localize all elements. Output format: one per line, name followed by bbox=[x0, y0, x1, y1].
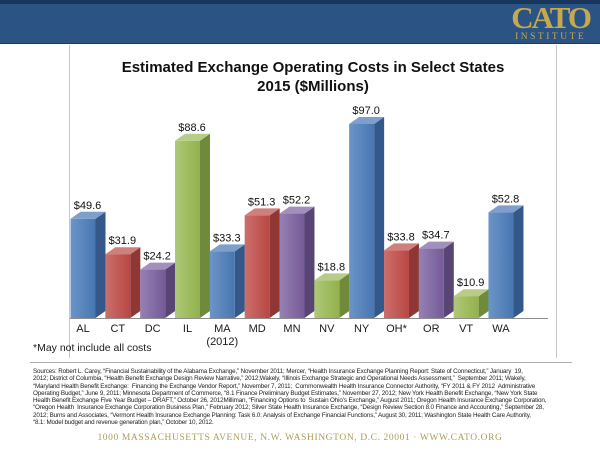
bar-side-face bbox=[304, 206, 315, 318]
x-axis-label: MN bbox=[283, 323, 300, 335]
chart-title-line2: 2015 ($Millions) bbox=[257, 78, 369, 95]
bar-side-face bbox=[269, 208, 280, 318]
bar-top-face bbox=[349, 117, 385, 124]
bar-group-DC bbox=[140, 262, 176, 318]
bar-front-face bbox=[140, 269, 166, 318]
bar-front-face bbox=[418, 248, 444, 318]
bar-value-label: $88.6 bbox=[178, 122, 206, 134]
bar-side-face bbox=[130, 247, 141, 318]
bar-top-face bbox=[105, 247, 141, 255]
bar-group-MA bbox=[209, 244, 245, 318]
bar-top-face bbox=[488, 205, 524, 213]
sources-text: Sources: Robert L. Carey, “Financial Sus… bbox=[33, 368, 547, 426]
bar-group-NV bbox=[314, 273, 350, 318]
bar-front-face bbox=[453, 296, 479, 318]
bar-side-face bbox=[478, 289, 489, 318]
bar-side-face bbox=[165, 262, 176, 318]
x-axis-label: AL bbox=[76, 323, 89, 335]
bar-value-label: $10.9 bbox=[457, 277, 485, 289]
bar-value-label: $52.8 bbox=[492, 193, 520, 205]
bar-value-label: $24.2 bbox=[143, 251, 171, 263]
x-axis-label: MA bbox=[214, 323, 231, 335]
x-axis-label: OR bbox=[423, 323, 440, 335]
bar-side-face bbox=[339, 273, 350, 318]
bar-group-VT bbox=[453, 289, 489, 318]
bar-group-MN bbox=[279, 206, 315, 318]
bar-group-NY bbox=[349, 117, 385, 318]
bar-group-IL bbox=[174, 133, 210, 318]
bar-side-face bbox=[513, 205, 524, 318]
bar-value-label: $49.6 bbox=[74, 200, 102, 212]
bar-value-label: $33.8 bbox=[387, 231, 415, 243]
bar-front-face bbox=[349, 124, 375, 318]
bar-top-face bbox=[174, 133, 210, 141]
bar-top-face bbox=[383, 243, 419, 251]
header-banner: CATO INSTITUTE bbox=[0, 0, 600, 44]
bar-top-face bbox=[209, 244, 245, 252]
bar-group-AL bbox=[70, 211, 106, 318]
bar-top-face bbox=[314, 273, 350, 281]
bar-value-label: $52.2 bbox=[283, 195, 311, 207]
bar-group-OR bbox=[418, 241, 454, 318]
x-axis-label: IL bbox=[183, 323, 192, 335]
x-axis-label: CT bbox=[110, 323, 125, 335]
bar-top-face bbox=[279, 206, 315, 214]
bar-front-face bbox=[279, 213, 305, 318]
bar-side-face bbox=[199, 133, 210, 318]
chart-panel: Estimated Exchange Operating Costs in Se… bbox=[69, 45, 557, 358]
footer-address: 1000 MASSACHUSETTS AVENUE, N.W. WASHINGT… bbox=[97, 433, 503, 443]
bar-value-label: $34.7 bbox=[422, 230, 450, 242]
cato-logo: CATO INSTITUTE bbox=[511, 0, 592, 42]
bar-front-face bbox=[383, 250, 409, 318]
bar-group-OH bbox=[383, 243, 419, 318]
x-axis-label: NV bbox=[319, 323, 335, 335]
bar-side-face bbox=[408, 243, 419, 318]
bar-value-label: $18.8 bbox=[318, 261, 346, 273]
bar-front-face bbox=[209, 251, 235, 318]
bar-front-face bbox=[314, 280, 340, 318]
x-axis-label: NY bbox=[354, 323, 370, 335]
x-axis-label: WA bbox=[492, 323, 510, 335]
divider-line bbox=[30, 362, 572, 363]
bar-side-face bbox=[374, 117, 385, 318]
chart-footnote: *May not include all costs bbox=[33, 342, 152, 354]
bar-front-face bbox=[488, 212, 514, 318]
x-axis-sublabel: (2012) bbox=[206, 336, 238, 348]
cato-logo-wordmark: CATO bbox=[511, 0, 592, 35]
header-top-accent bbox=[0, 0, 600, 4]
bar-front-face bbox=[174, 140, 200, 318]
x-axis-label: OH* bbox=[386, 323, 408, 335]
bar-top-face bbox=[244, 208, 280, 216]
bar-front-face bbox=[244, 215, 270, 318]
bar-group-MD bbox=[244, 208, 280, 318]
x-axis-label: VT bbox=[459, 323, 473, 335]
bar-value-label: $51.3 bbox=[248, 196, 276, 208]
bar-group-CT bbox=[105, 247, 141, 318]
bar-value-label: $33.3 bbox=[213, 232, 241, 244]
bar-side-face bbox=[95, 211, 106, 318]
chart-title-line1: Estimated Exchange Operating Costs in Se… bbox=[121, 59, 505, 76]
x-axis-label: DC bbox=[145, 323, 161, 335]
bar-group-WA bbox=[488, 205, 524, 318]
bar-side-face bbox=[443, 241, 454, 318]
bar-side-face bbox=[234, 244, 245, 318]
bar-chart-plot: $49.6 AL $31.9 CT $24.2 DC $88.6 IL $33.3 MA(2012… bbox=[70, 105, 548, 348]
x-axis-label: MD bbox=[249, 323, 266, 335]
bar-value-label: $97.0 bbox=[352, 105, 380, 117]
bar-top-face bbox=[140, 262, 176, 270]
bar-top-face bbox=[70, 211, 106, 219]
bar-top-face bbox=[453, 289, 489, 297]
bar-top-face bbox=[418, 241, 454, 249]
bar-value-label: $31.9 bbox=[109, 235, 137, 247]
bar-front-face bbox=[105, 254, 131, 318]
cato-logo-subtitle: INSTITUTE bbox=[515, 32, 587, 42]
chart-title: Estimated Exchange Operating Costs in Se… bbox=[70, 58, 556, 96]
bar-front-face bbox=[70, 218, 96, 318]
